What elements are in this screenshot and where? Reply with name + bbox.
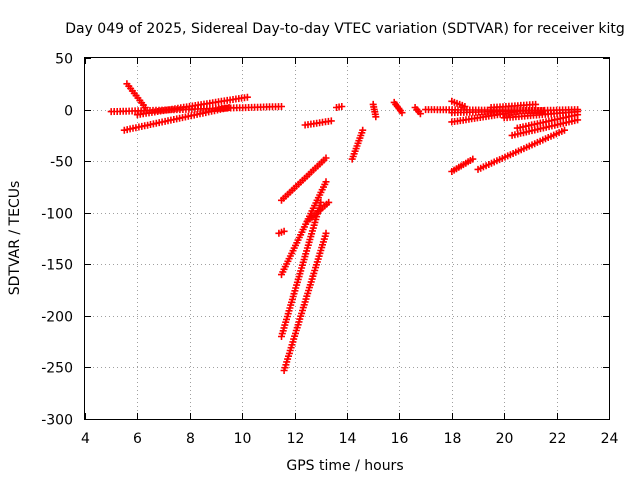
data-point-markers <box>487 100 540 111</box>
y-tick-label: -200 <box>41 310 73 326</box>
data-point-markers <box>500 108 582 122</box>
axis-layer: 4 6 8 10 12 14 16 18 20 22 24 -300 -250 -200 -150 -100 -… <box>41 52 618 448</box>
data-point-markers <box>333 103 346 111</box>
x-tick-label: 6 <box>133 431 142 447</box>
series-arc-15 <box>390 98 406 117</box>
data-point-markers <box>120 104 233 134</box>
y-tick-label: -100 <box>41 207 73 223</box>
series-arc-10 <box>275 227 288 237</box>
series-arc-3 <box>123 80 149 111</box>
data-point-markers <box>278 154 330 204</box>
series-arc-9 <box>304 198 333 225</box>
series-arc-26 <box>508 116 582 139</box>
data-point-markers <box>123 80 149 111</box>
x-axis-label: GPS time / hours <box>286 458 403 474</box>
y-tick-label: 50 <box>55 52 73 68</box>
y-tick-label: 0 <box>64 104 73 120</box>
series-arc-23 <box>487 100 540 111</box>
data-point-markers <box>448 155 477 175</box>
x-tick-label: 10 <box>234 431 252 447</box>
x-tick-label: 14 <box>339 431 357 447</box>
data-point-markers <box>301 117 335 129</box>
data-point-markers <box>304 198 333 225</box>
series-arc-4 <box>133 93 251 119</box>
data-point-markers <box>508 116 582 139</box>
chart-title: Day 049 of 2025, Sidereal Day-to-day VTE… <box>65 21 625 37</box>
data-point-markers <box>390 98 406 117</box>
y-tick-label: -50 <box>50 155 73 171</box>
series-arc-25 <box>500 108 582 122</box>
data-point-markers <box>411 104 424 118</box>
data-point-markers <box>448 97 469 110</box>
x-tick-label: 22 <box>549 431 567 447</box>
x-tick-label: 12 <box>287 431 305 447</box>
data-point-markers <box>348 126 367 163</box>
x-tick-label: 24 <box>601 431 619 447</box>
series-arc-8 <box>280 229 330 374</box>
data-point-markers <box>369 100 380 121</box>
x-tick-label: 16 <box>391 431 409 447</box>
series-arc-18 <box>448 97 469 110</box>
series-arc-19 <box>448 155 477 175</box>
y-tick-label: -300 <box>41 413 73 429</box>
series-arc-16 <box>411 104 424 118</box>
series-arc-13 <box>348 126 367 163</box>
x-tick-label: 4 <box>81 431 90 447</box>
data-point-markers <box>275 227 288 237</box>
y-axis-label: SDTVAR / TECUs <box>7 181 23 296</box>
y-tick-label: -150 <box>41 258 73 274</box>
series-arc-22 <box>474 126 568 173</box>
series-arc-24 <box>513 111 582 132</box>
series-arc-5 <box>278 154 330 204</box>
data-point-markers <box>513 111 582 132</box>
series-arc-14 <box>369 100 380 121</box>
data-point-markers <box>474 126 568 173</box>
x-tick-label: 20 <box>496 431 514 447</box>
series-arc-12 <box>333 103 346 111</box>
x-tick-label: 18 <box>444 431 462 447</box>
series-arc-2 <box>120 104 233 134</box>
series-arc-11 <box>301 117 335 129</box>
plot-frame <box>84 57 610 420</box>
x-tick-label: 8 <box>186 431 195 447</box>
data-point-markers <box>133 93 251 119</box>
data-point-markers <box>280 229 330 374</box>
data-points <box>107 80 582 374</box>
y-tick-label: -250 <box>41 361 73 377</box>
